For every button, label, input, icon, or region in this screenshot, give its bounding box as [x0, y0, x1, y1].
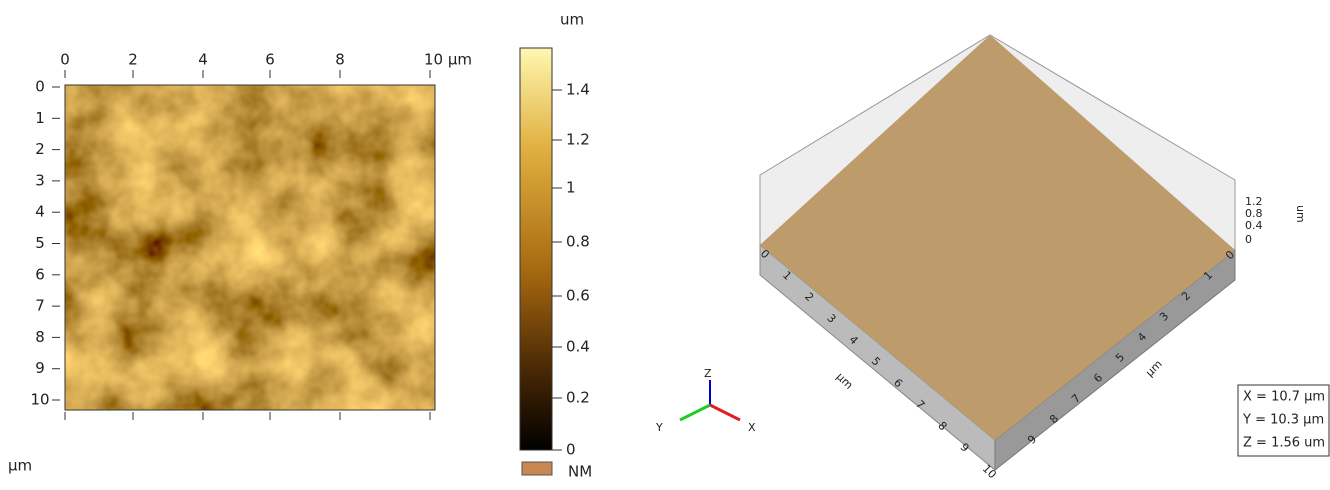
colorbar-tick-label: 1.4 — [566, 81, 590, 99]
left-tick-label: 9 — [958, 441, 972, 455]
x-tick-label: 10 µm — [424, 51, 472, 69]
left-unit: µm — [834, 370, 856, 392]
colorbar-tick-label: 0.8 — [566, 233, 590, 251]
y-label: Y — [655, 421, 663, 434]
afm-2d: µm — [8, 85, 435, 475]
z-tick-label: 0 — [1245, 233, 1252, 246]
colorbar-tick-label: 0 — [566, 441, 576, 459]
y-tick-label: 6 — [35, 265, 45, 283]
x-tick-label: 2 — [128, 51, 138, 69]
afm-figure: µm um NM um µm µm Z Y X 0 2 4 6 8 10 µm 0 1 2 3 4 5… — [0, 0, 1330, 486]
colorbar-tick-label: 1 — [566, 179, 576, 197]
y-tick-label: 7 — [35, 297, 45, 315]
info-line: Z = 1.56 um — [1243, 436, 1325, 451]
colorbar-tick-label: 0.2 — [566, 389, 590, 407]
legend-swatch — [522, 462, 552, 475]
surface-tint — [760, 35, 1235, 440]
y-tick-label: 8 — [35, 328, 45, 346]
y-tick-label: 10 — [30, 391, 49, 409]
y-tick-label: 3 — [35, 171, 45, 189]
y-tick-label: 2 — [35, 140, 45, 158]
x-tick-label: 0 — [60, 51, 70, 69]
y-unit: µm — [8, 457, 32, 475]
y-tick-label: 1 — [35, 109, 45, 127]
x-tick-label: 4 — [198, 51, 208, 69]
y-tick-label: 5 — [35, 234, 45, 252]
info-line: X = 10.7 µm — [1243, 390, 1325, 405]
x-tick-label: 8 — [335, 51, 345, 69]
height-map — [65, 85, 435, 410]
z-label: Z — [704, 367, 712, 380]
y-arrow — [680, 405, 710, 420]
z-unit: um — [1294, 205, 1307, 223]
z-tick-label: 0.4 — [1245, 219, 1263, 232]
triad: Z Y X — [655, 367, 756, 434]
y-tick-label: 0 — [35, 78, 45, 96]
x-arrow — [710, 405, 740, 420]
colorbar-unit: um — [560, 11, 584, 29]
colorbar-tick-label: 0.4 — [566, 338, 590, 356]
x-label: X — [748, 421, 756, 434]
colorbar-gradient — [520, 48, 552, 450]
colorbar-tick-label: 1.2 — [566, 131, 590, 149]
right-unit: µm — [1143, 358, 1165, 380]
x-tick-label: 6 — [265, 51, 275, 69]
info-line: Y = 10.3 µm — [1242, 413, 1324, 428]
y-tick-label: 4 — [35, 203, 45, 221]
legend-label: NM — [568, 463, 592, 481]
colorbar-tick-label: 0.6 — [566, 287, 590, 305]
y-tick-label: 9 — [35, 359, 45, 377]
